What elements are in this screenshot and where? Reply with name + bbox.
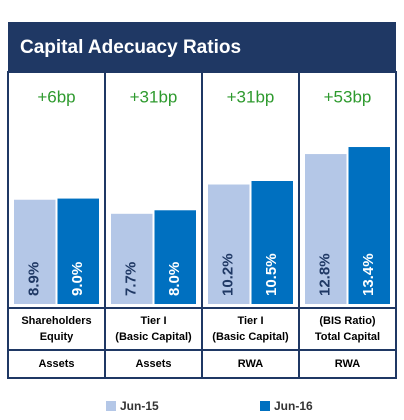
bar (14, 199, 56, 304)
category-label: Total Capital (315, 331, 380, 343)
title-bar (8, 22, 396, 72)
category-label: (Basic Capital) (115, 331, 192, 343)
bar (305, 154, 347, 304)
delta-annotation: +53bp (324, 87, 372, 106)
value-label: 12.8% (317, 253, 334, 296)
legend-label: Jun-15 (120, 399, 159, 413)
delta-annotation: +31bp (227, 87, 275, 106)
legend-swatch (106, 401, 116, 411)
denominator-label: RWA (238, 358, 264, 370)
chart-title: Capital Adecuacy Ratios (20, 37, 241, 58)
category-label: (Basic Capital) (212, 331, 289, 343)
legend-swatch (260, 401, 270, 411)
denominator-label: Assets (135, 358, 171, 370)
value-label: 8.9% (26, 262, 43, 296)
category-label: (BIS Ratio) (319, 315, 376, 327)
delta-annotation: +6bp (37, 87, 75, 106)
denominator-label: RWA (335, 358, 361, 370)
category-label: Shareholders (21, 315, 91, 327)
denominator-label: Assets (38, 358, 74, 370)
legend-label: Jun-16 (274, 399, 313, 413)
category-label: Tier I (140, 315, 166, 327)
bar (208, 184, 250, 304)
value-label: 7.7% (123, 262, 140, 296)
value-label: 10.2% (220, 253, 237, 296)
delta-annotation: +31bp (130, 87, 178, 106)
category-label: Equity (40, 331, 74, 343)
bar (348, 147, 390, 304)
bar (57, 198, 99, 304)
bar (154, 210, 196, 304)
value-label: 9.0% (69, 262, 86, 296)
category-label: Tier I (237, 315, 263, 327)
value-label: 8.0% (166, 262, 183, 296)
value-label: 13.4% (360, 253, 377, 296)
bar (251, 181, 293, 304)
value-label: 10.5% (263, 253, 280, 296)
bar (111, 213, 153, 304)
